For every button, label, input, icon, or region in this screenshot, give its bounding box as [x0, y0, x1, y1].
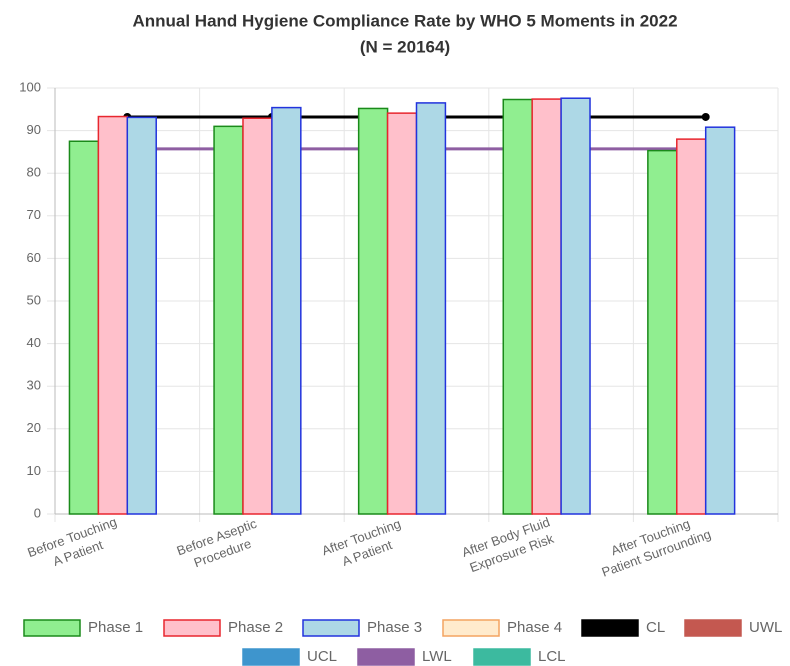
legend-label: LWL [422, 648, 452, 665]
y-tick-label: 10 [27, 463, 41, 478]
y-tick-label: 70 [27, 207, 41, 222]
legend-swatch [302, 619, 360, 637]
bar [676, 138, 707, 515]
bar [213, 125, 244, 515]
legend-label: Phase 1 [88, 619, 143, 636]
legend-label: UWL [749, 619, 782, 636]
legend-label: Phase 4 [507, 619, 562, 636]
x-tick-label: After TouchingA Patient [320, 516, 409, 574]
x-tick-label: After Body FluidExprosure Risk [460, 515, 558, 577]
y-tick-label: 0 [34, 505, 41, 520]
legend-swatch [357, 648, 415, 666]
bar [415, 102, 447, 515]
bar [560, 97, 591, 515]
x-tick-label: Before TouchingA Patient [26, 514, 125, 576]
legend-label: Phase 2 [228, 619, 283, 636]
bar [357, 107, 389, 515]
y-tick-label: 30 [27, 378, 41, 393]
legend-swatch [684, 619, 742, 637]
x-tick-label: Before AsepticProcedure [175, 516, 265, 575]
bar [502, 98, 533, 515]
y-tick-label: 80 [27, 165, 41, 180]
legend-swatch [442, 619, 500, 637]
y-tick-label: 60 [27, 250, 41, 265]
legend-label: CL [646, 619, 665, 636]
bar [271, 106, 302, 515]
line-point [701, 112, 710, 121]
legend-label: UCL [307, 648, 337, 665]
bar [531, 98, 562, 515]
y-tick-label: 90 [27, 122, 41, 137]
legend-swatch [473, 648, 531, 666]
y-tick-label: 40 [27, 335, 41, 350]
y-tick-label: 100 [19, 79, 41, 94]
bar [647, 149, 678, 515]
legend-swatch [23, 619, 81, 637]
x-tick-label: After TouchingPatient Surrounding [594, 511, 713, 580]
bar [704, 126, 736, 515]
bar [97, 115, 129, 515]
bar [68, 140, 100, 515]
y-tick-label: 50 [27, 292, 41, 307]
chart-subtitle: (N = 20164) [360, 37, 450, 56]
chart-title: Annual Hand Hygiene Compliance Rate by W… [132, 11, 677, 30]
bar [126, 116, 157, 515]
y-tick-label: 20 [27, 420, 41, 435]
legend-swatch [163, 619, 221, 637]
bar [242, 117, 273, 515]
legend-swatch [242, 648, 300, 666]
bar [386, 112, 418, 515]
legend-label: LCL [538, 648, 566, 665]
legend-label: Phase 3 [367, 619, 422, 636]
legend-swatch [581, 619, 639, 637]
